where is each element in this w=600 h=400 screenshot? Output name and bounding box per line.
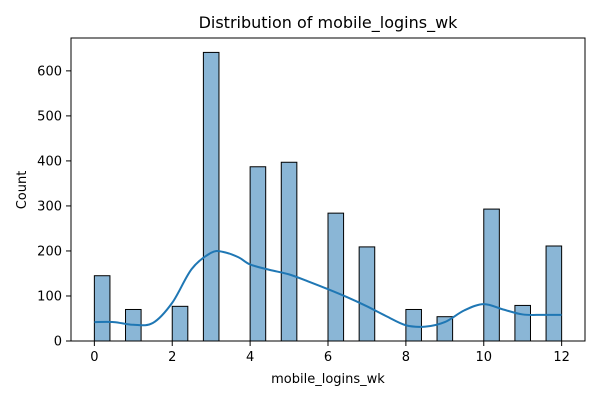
bars-layer <box>93 51 563 342</box>
y-tick-label: 300 <box>37 199 62 214</box>
histogram-bar <box>93 275 111 342</box>
x-tick-label: 6 <box>324 350 332 365</box>
y-tick-label: 100 <box>37 289 62 304</box>
histogram-bar <box>327 212 345 342</box>
histogram-bar <box>202 51 220 342</box>
x-axis: 0 2 4 6 8 10 12 <box>90 341 570 365</box>
y-tick-label: 500 <box>37 109 62 124</box>
x-tick-label: 4 <box>246 350 254 365</box>
histogram-bar <box>436 316 454 342</box>
y-tick-label: 200 <box>37 244 62 259</box>
histogram-bar <box>514 304 531 342</box>
y-axis: 0 100 200 300 400 500 600 <box>37 64 71 350</box>
chart-title: Distribution of mobile_logins_wk <box>199 13 459 33</box>
histogram-bar <box>249 166 267 342</box>
y-tick-label: 400 <box>37 154 62 169</box>
x-tick-label: 10 <box>475 350 492 365</box>
histogram-bar <box>280 161 298 342</box>
histogram-bar <box>483 208 500 342</box>
histogram-bar <box>171 305 189 342</box>
y-tick-label: 0 <box>54 335 62 350</box>
x-axis-label: mobile_logins_wk <box>271 372 385 387</box>
x-tick-label: 12 <box>553 350 570 365</box>
x-tick-label: 8 <box>402 350 410 365</box>
histogram-bar <box>358 246 376 342</box>
y-tick-label: 600 <box>37 64 62 79</box>
kde-curve <box>94 249 562 328</box>
x-tick-label: 0 <box>90 350 98 365</box>
histogram-bar <box>545 245 563 342</box>
y-axis-label: Count <box>15 171 30 210</box>
x-tick-label: 2 <box>168 350 176 365</box>
